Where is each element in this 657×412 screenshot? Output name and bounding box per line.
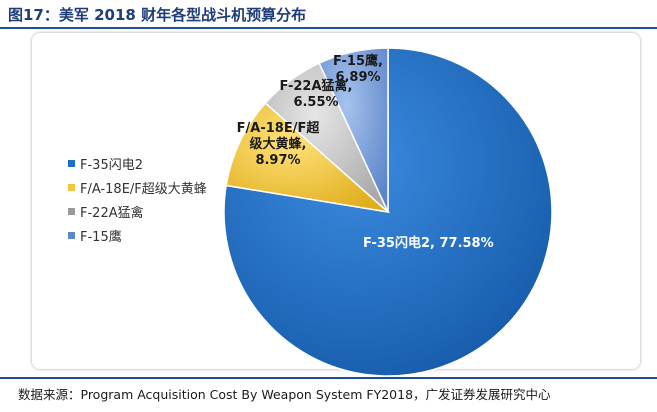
title-divider [0,27,657,29]
source-divider [0,377,657,379]
figure-title: 图17：美军 2018 财年各型战斗机预算分布 [8,6,307,24]
legend-swatch [68,231,75,239]
legend-swatch [68,207,75,215]
legend-item: F/A-18E/F超级大黄蜂 [68,175,207,199]
legend-item: F-35闪电2 [68,151,207,175]
legend-label: F-35闪电2 [80,157,143,173]
data-label-f22a: F-22A猛禽, 6.55% [279,79,353,110]
legend-item: F-15鹰 [68,223,207,247]
legend: F-35闪电2 F/A-18E/F超级大黄蜂 F-22A猛禽 F-15鹰 [68,151,207,247]
source-note: 数据来源：Program Acquisition Cost By Weapon … [18,387,551,402]
data-label-f35: F-35闪电2, 77.58% [363,236,494,251]
legend-label: F-22A猛禽 [80,205,144,221]
data-label-f15: F-15鹰, 6.89% [333,54,383,85]
legend-swatch [68,159,75,167]
legend-item: F-22A猛禽 [68,199,207,223]
legend-label: F-15鹰 [80,229,122,245]
data-label-fa18: F/A-18E/F超级大黄蜂, 8.97% [236,121,320,168]
pie-slice-1 [225,102,391,214]
legend-label: F/A-18E/F超级大黄蜂 [80,181,207,197]
legend-swatch [68,183,75,191]
pie-slice-3 [318,47,389,213]
